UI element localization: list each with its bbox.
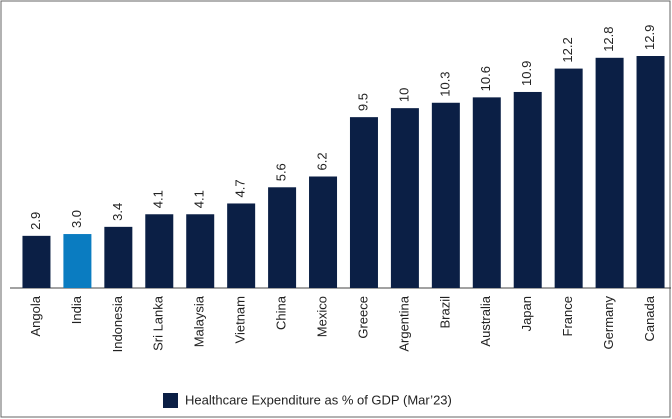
bar — [309, 176, 338, 288]
x-tick-label: Malaysia — [192, 295, 207, 347]
bar — [104, 226, 133, 288]
x-tick-label: Angola — [28, 295, 43, 336]
legend-swatch — [163, 393, 178, 408]
x-tick-label: France — [560, 296, 575, 336]
x-tick-label: Australia — [478, 295, 493, 346]
bar — [22, 235, 51, 288]
bar — [554, 68, 583, 289]
bar — [268, 187, 297, 288]
x-tick-label: Greece — [355, 296, 370, 339]
bar — [390, 108, 419, 289]
value-label: 4.1 — [192, 190, 207, 208]
value-label: 12.8 — [601, 26, 616, 51]
bar — [472, 97, 501, 288]
value-label: 10.3 — [437, 71, 452, 96]
value-label: 12.2 — [560, 37, 575, 62]
value-label: 3.0 — [69, 210, 84, 228]
value-label: 3.4 — [110, 203, 125, 221]
x-tick-label: Vietnam — [233, 296, 248, 343]
x-tick-label: Mexico — [314, 296, 329, 337]
bar — [636, 56, 665, 288]
x-tick-label: Indonesia — [110, 295, 125, 352]
bar — [227, 203, 256, 288]
value-label: 9.5 — [355, 93, 370, 111]
value-label: 5.6 — [274, 163, 289, 181]
bar — [63, 234, 92, 288]
bar — [431, 102, 460, 288]
value-label: 4.7 — [233, 179, 248, 197]
value-label: 6.2 — [314, 152, 329, 170]
value-label: 2.9 — [28, 212, 43, 230]
value-label: 4.1 — [151, 190, 166, 208]
x-tick-label: China — [274, 295, 289, 330]
x-tick-label: India — [69, 295, 84, 324]
x-tick-label: Argentina — [396, 295, 411, 351]
bar — [513, 91, 542, 288]
x-tick-label: Germany — [601, 296, 616, 350]
value-label: 10.6 — [478, 66, 493, 91]
x-tick-label: Canada — [642, 295, 657, 341]
x-tick-label: Sri Lanka — [151, 295, 166, 351]
value-label: 12.9 — [642, 25, 657, 50]
value-label: 10.9 — [519, 61, 534, 86]
legend-label: Healthcare Expenditure as % of GDP (Mar’… — [185, 392, 452, 407]
bar — [595, 57, 624, 289]
x-tick-label: Brazil — [437, 296, 452, 329]
bar — [349, 117, 378, 289]
x-tick-label: Japan — [519, 296, 534, 331]
bar — [186, 214, 215, 288]
value-label: 10 — [396, 88, 411, 102]
bar — [145, 214, 174, 288]
